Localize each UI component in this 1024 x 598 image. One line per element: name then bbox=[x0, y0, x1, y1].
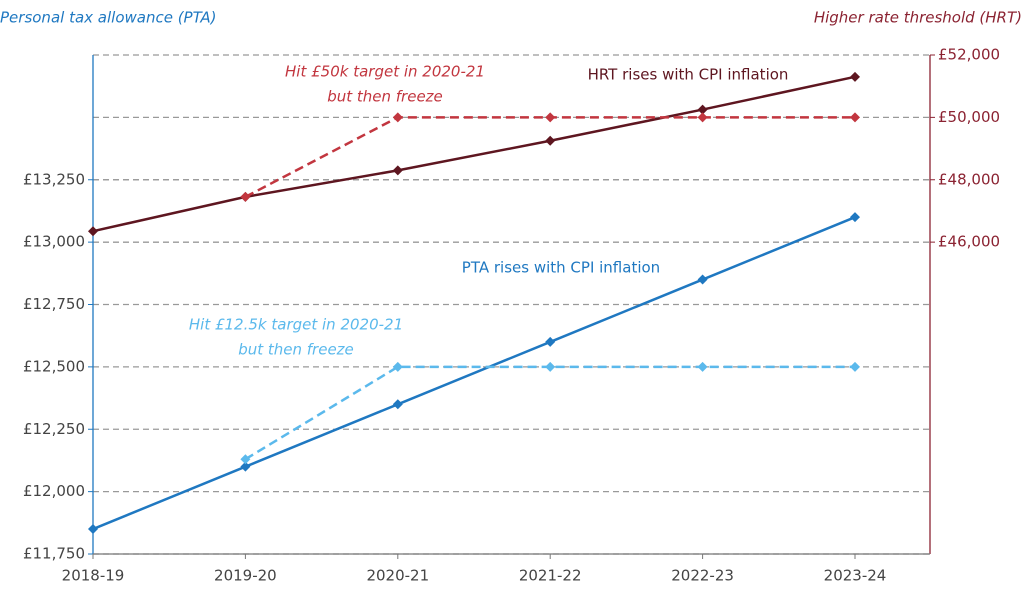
x-tick-label: 2021-22 bbox=[519, 567, 582, 585]
marker bbox=[850, 71, 860, 82]
annotation: but then freeze bbox=[327, 88, 443, 106]
marker bbox=[697, 112, 708, 123]
annotation: Hit £12.5k target in 2020-21 bbox=[189, 316, 403, 334]
series-line bbox=[244, 116, 855, 199]
x-tick-label: 2019-20 bbox=[214, 567, 277, 585]
marker bbox=[240, 454, 251, 465]
annotation: PTA rises with CPI inflation bbox=[462, 259, 660, 277]
y-tick-label: £12,000 bbox=[23, 482, 85, 500]
marker bbox=[545, 336, 556, 347]
y2-tick-label: £52,000 bbox=[938, 46, 1000, 64]
y-tick-label: £11,750 bbox=[23, 545, 85, 563]
y-tick-label: £13,000 bbox=[23, 233, 85, 251]
marker bbox=[850, 112, 860, 123]
y2-tick-label: £48,000 bbox=[938, 170, 1000, 188]
y2-tick-label: £50,000 bbox=[938, 108, 1000, 126]
marker bbox=[240, 461, 251, 472]
x-tick-label: 2023-24 bbox=[824, 567, 887, 585]
y2-tick-label: £46,000 bbox=[938, 233, 1000, 251]
marker bbox=[88, 226, 98, 237]
y-tick-label: £13,250 bbox=[23, 170, 85, 188]
marker bbox=[697, 361, 708, 372]
x-tick-label: 2020-21 bbox=[366, 567, 429, 585]
marker bbox=[545, 361, 556, 372]
marker bbox=[850, 212, 860, 223]
marker bbox=[392, 165, 403, 176]
marker bbox=[392, 112, 403, 123]
marker bbox=[88, 524, 98, 535]
marker bbox=[850, 361, 860, 372]
annotation: Hit £50k target in 2020-21 bbox=[285, 63, 485, 81]
series-line bbox=[92, 75, 856, 233]
x-tick-label: 2022-23 bbox=[671, 567, 734, 585]
marker bbox=[545, 112, 556, 123]
x-tick-label: 2018-19 bbox=[62, 567, 125, 585]
marker bbox=[392, 399, 403, 410]
series-line bbox=[92, 216, 856, 531]
y2-axis-title: Higher rate threshold (HRT) bbox=[814, 9, 1022, 27]
marker bbox=[392, 361, 403, 372]
annotation: but then freeze bbox=[238, 341, 354, 359]
y-tick-label: £12,250 bbox=[23, 420, 85, 438]
marker bbox=[697, 104, 708, 115]
marker bbox=[697, 274, 708, 285]
annotation: HRT rises with CPI inflation bbox=[588, 66, 789, 84]
series-line bbox=[244, 365, 855, 461]
y-tick-label: £12,750 bbox=[23, 295, 85, 313]
y-axis-title: Personal tax allowance (PTA) bbox=[0, 9, 217, 27]
marker bbox=[240, 191, 251, 202]
marker bbox=[545, 135, 556, 146]
y-tick-label: £12,500 bbox=[23, 357, 85, 375]
